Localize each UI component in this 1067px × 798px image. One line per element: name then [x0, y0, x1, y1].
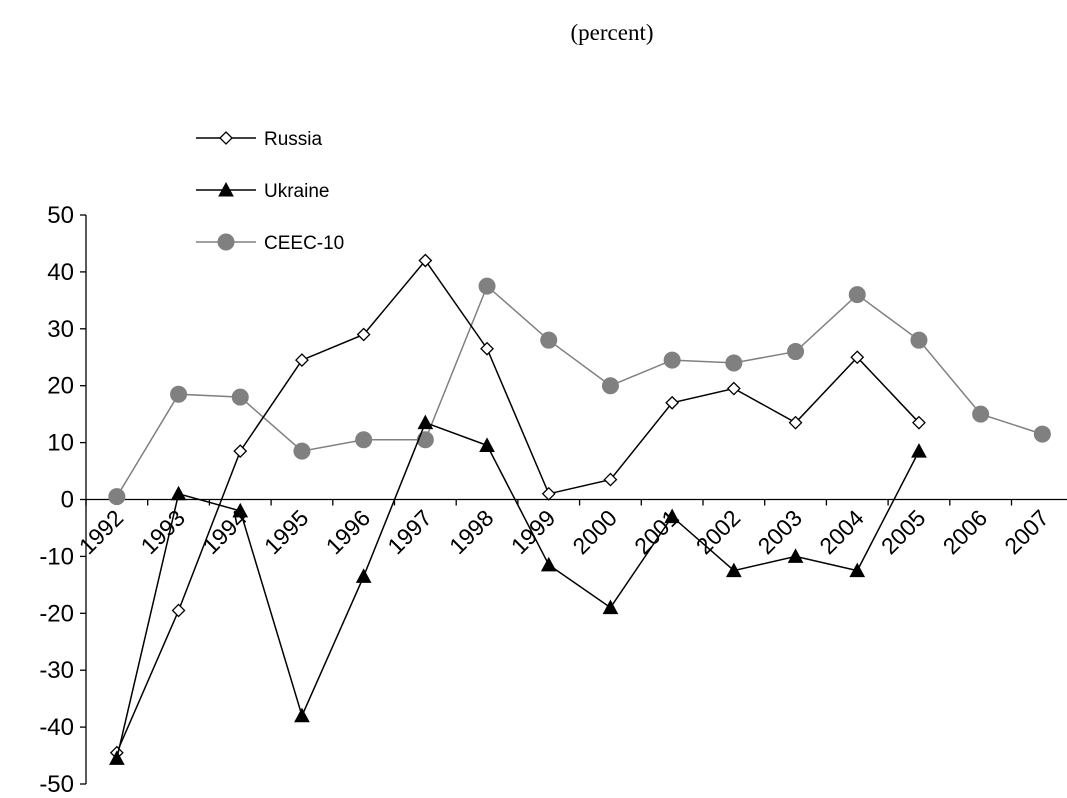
x-tick-label: 2006 [938, 505, 993, 560]
data-point-ceec-10 [1033, 425, 1051, 443]
data-point-ceec-10 [355, 431, 373, 449]
y-tick-label: 30 [47, 316, 74, 343]
chart-title: (percent) [571, 20, 654, 45]
data-point-ukraine [540, 556, 557, 572]
data-point-ceec-10 [540, 331, 558, 349]
data-point-ceec-10 [725, 354, 743, 372]
data-point-ukraine [479, 437, 495, 452]
legend-entry-russia: Russia [196, 129, 323, 150]
legend-label: Russia [264, 129, 323, 150]
data-point-ceec-10 [293, 442, 311, 460]
data-point-ceec-10 [910, 331, 928, 349]
data-point-ceec-10 [231, 388, 249, 406]
data-point-ukraine [726, 562, 742, 578]
data-point-russia [233, 444, 248, 459]
data-point-ceec-10 [787, 343, 805, 361]
data-point-ukraine [417, 414, 434, 430]
data-point-russia [788, 415, 803, 430]
legend-label: Ukraine [264, 181, 329, 202]
y-tick-label: 50 [47, 202, 74, 229]
series-line-ukraine [116, 421, 920, 759]
y-tick-label: -30 [39, 657, 74, 684]
data-point-russia [171, 603, 186, 618]
y-tick-label: 20 [47, 373, 74, 400]
data-point-ukraine [232, 502, 249, 518]
x-tick-label: 2005 [876, 505, 931, 560]
series-layer [108, 253, 1051, 765]
series-line-ceec-10 [116, 284, 1043, 498]
y-tick-label: -10 [39, 543, 74, 570]
series-russia [109, 253, 926, 760]
data-point-ukraine [787, 548, 804, 563]
data-point-russia [480, 341, 494, 356]
x-tick-label: 2002 [691, 505, 746, 560]
data-point-ukraine [170, 485, 187, 501]
y-tick-label: 10 [47, 430, 74, 457]
legend-entry-ukraine: Ukraine [196, 181, 329, 202]
x-tick-label: 2003 [753, 505, 808, 560]
y-tick-label: -50 [39, 771, 74, 798]
data-point-ukraine [294, 707, 310, 723]
x-tick-label: 1995 [259, 505, 314, 560]
y-tick-label: -20 [39, 600, 74, 627]
data-point-ceec-10 [848, 286, 866, 304]
x-tick-label: 1999 [506, 505, 561, 560]
data-point-ceec-10 [416, 431, 434, 449]
data-point-russia [912, 415, 926, 430]
data-point-ceec-10 [972, 405, 990, 423]
x-tick-label: 2007 [999, 505, 1054, 560]
data-point-ceec-10 [478, 277, 496, 295]
series-ukraine [109, 414, 927, 765]
data-point-russia [418, 253, 433, 268]
data-point-ukraine [602, 599, 619, 615]
x-tick-label: 1997 [382, 505, 437, 560]
data-point-russia [850, 350, 865, 365]
legend: Russia Ukraine CEEC-10 [196, 129, 344, 254]
y-tick-label: 40 [47, 259, 74, 286]
data-point-russia [726, 381, 741, 396]
y-tick-label: -40 [39, 714, 74, 741]
legend-marker [219, 131, 233, 145]
series-ceec-10 [108, 277, 1051, 506]
data-point-ceec-10 [601, 377, 619, 395]
data-point-ceec-10 [663, 351, 681, 369]
data-point-ukraine [849, 562, 866, 578]
legend-marker [217, 233, 235, 251]
data-point-russia [541, 486, 556, 501]
data-point-ukraine [109, 750, 125, 765]
x-tick-label: 2004 [814, 505, 869, 560]
legend-marker [218, 181, 234, 197]
x-tick-label: 1996 [321, 505, 376, 560]
x-tick-label: 1992 [74, 505, 129, 560]
data-point-ukraine [664, 508, 680, 524]
data-point-russia [665, 395, 680, 410]
x-tick-label: 1998 [444, 505, 499, 560]
legend-entry-ceec-10: CEEC-10 [196, 233, 344, 254]
data-point-russia [603, 472, 618, 487]
data-point-ceec-10 [170, 385, 188, 403]
y-tick-label: 0 [61, 487, 74, 514]
x-tick-label: 2001 [629, 505, 684, 560]
data-point-ukraine [911, 443, 927, 458]
data-point-russia [295, 353, 309, 368]
series-line-russia [116, 259, 920, 753]
data-point-ukraine [355, 568, 372, 583]
legend-label: CEEC-10 [264, 233, 344, 254]
x-tick-label: 1993 [136, 505, 191, 560]
x-tick-label: 2000 [567, 505, 622, 560]
data-point-ceec-10 [108, 488, 126, 506]
data-point-russia [356, 327, 371, 342]
